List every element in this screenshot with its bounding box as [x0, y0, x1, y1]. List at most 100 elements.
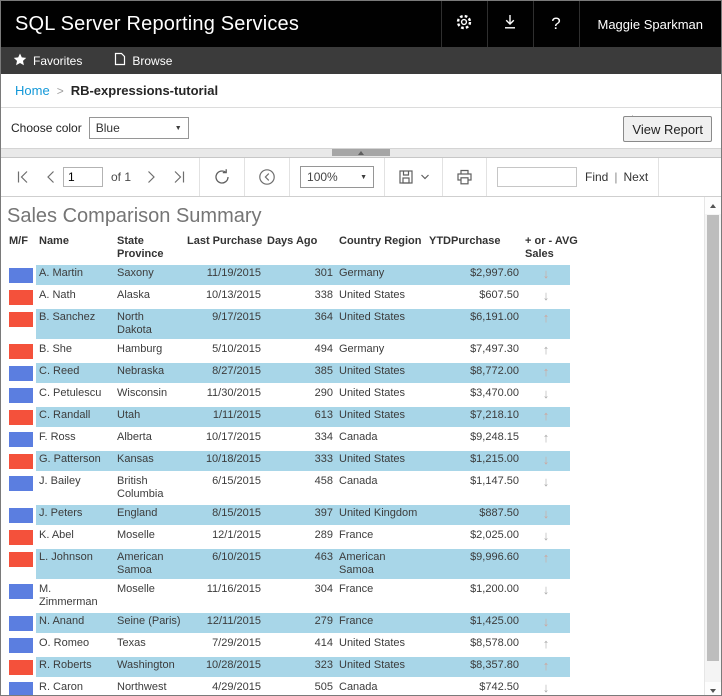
cell-days_ago: 364: [264, 308, 336, 340]
cell-days_ago: 494: [314, 343, 333, 355]
parameter-splitter: [1, 148, 721, 158]
gender-color-swatch: [9, 312, 33, 327]
cell-name: J. Bailey: [39, 475, 81, 487]
cell-mf: [6, 286, 36, 308]
gender-color-swatch: [9, 388, 33, 403]
column-header-country: Country Region: [339, 235, 422, 247]
download-button[interactable]: [486, 1, 533, 47]
cell-name: G. Patterson: [36, 450, 114, 472]
next-page-button[interactable]: [139, 158, 165, 196]
table-row: M. Zimmerman Moselle 11/16/2015 304 France $1…: [6, 580, 570, 612]
cell-days_ago: 289: [314, 529, 333, 541]
gender-color-swatch: [9, 638, 33, 653]
table-row: R. Roberts Washington 10/28/2015 323 United …: [6, 656, 570, 678]
cell-country: France: [336, 612, 426, 634]
cell-last_purchase: 12/11/2015: [184, 612, 264, 634]
chevron-down-icon: ▼: [360, 173, 368, 181]
cell-country: Canada: [339, 681, 378, 693]
download-icon: [501, 13, 519, 36]
settings-button[interactable]: [440, 1, 487, 47]
cell-avg: ↑: [522, 308, 570, 340]
find-link[interactable]: Find: [585, 170, 609, 184]
column-header-avg: + or - AVG Sales: [525, 235, 578, 260]
cell-ytd: $7,218.10: [426, 406, 522, 428]
cell-state: Washington: [114, 656, 184, 678]
trend-arrow: ↑: [542, 408, 550, 423]
cell-country: United States: [339, 387, 406, 399]
gender-color-swatch: [9, 660, 33, 675]
refresh-button[interactable]: [206, 158, 238, 196]
cell-name: O. Romeo: [39, 637, 90, 649]
cell-state: Moselle: [117, 583, 155, 595]
table-row: K. Abel Moselle 12/1/2015 289 France $2,025.0…: [6, 526, 570, 548]
view-report-button[interactable]: View Report: [623, 116, 712, 142]
table-row: F. Ross Alberta 10/17/2015 334 Canada $9,248.…: [6, 428, 570, 450]
cell-country: Canada: [339, 431, 378, 443]
table-header-row: M/F Name State Province Last Purchase Days A…: [6, 233, 578, 264]
cell-avg: ↓: [522, 504, 570, 526]
cell-last_purchase: 4/29/2015: [212, 681, 261, 693]
export-button[interactable]: [391, 158, 436, 196]
cell-days_ago: 334: [314, 431, 333, 443]
cell-ytd: $2,997.60: [426, 264, 522, 286]
gender-color-swatch: [9, 476, 33, 491]
cell-name: C. Randall: [36, 406, 114, 428]
scroll-up-button[interactable]: [705, 197, 721, 214]
trend-arrow: ↑: [542, 310, 550, 325]
previous-page-button[interactable]: [37, 158, 63, 196]
page-number-input[interactable]: [63, 167, 103, 187]
printer-icon: [457, 169, 472, 184]
favorites-label: Favorites: [33, 53, 83, 68]
breadcrumb-home-link[interactable]: Home: [15, 83, 50, 98]
breadcrumb-current: RB-expressions-tutorial: [70, 83, 219, 98]
cell-country: United States: [336, 406, 426, 428]
table-row: C. Randall Utah 1/11/2015 613 United States $…: [6, 406, 570, 428]
find-next-link[interactable]: Next: [623, 170, 649, 184]
toolbar-separator: [486, 158, 488, 196]
gender-color-swatch: [9, 552, 33, 567]
table-row: G. Patterson Kansas 10/18/2015 333 United St…: [6, 450, 570, 472]
find-input[interactable]: [497, 167, 578, 187]
help-button[interactable]: ?: [532, 1, 579, 47]
cell-last_purchase: 10/28/2015: [184, 656, 264, 678]
choose-color-select[interactable]: Blue ▼: [88, 117, 189, 139]
gender-color-swatch: [9, 268, 33, 283]
scroll-down-button[interactable]: [705, 682, 721, 695]
table-row: J. Peters England 8/15/2015 397 United Kingd…: [6, 504, 570, 526]
gender-color-swatch: [9, 508, 33, 523]
toolbar-separator: [199, 158, 201, 196]
user-menu[interactable]: Maggie Sparkman: [578, 1, 722, 47]
print-button[interactable]: [449, 158, 480, 196]
menu-item-favorites[interactable]: Favorites: [1, 47, 94, 74]
cell-days_ago: 323: [264, 656, 336, 678]
table-row: C. Petulescu Wisconsin 11/30/2015 290 United…: [6, 384, 570, 406]
vertical-scrollbar[interactable]: [704, 197, 721, 695]
cell-state: Wisconsin: [117, 387, 168, 399]
gender-color-swatch: [9, 432, 33, 447]
top-header-bar: SQL Server Reporting Services ? Ma: [1, 1, 721, 47]
help-icon: ?: [551, 14, 561, 33]
menu-item-browse[interactable]: Browse: [102, 47, 184, 74]
cell-name: A. Nath: [39, 289, 76, 301]
gear-icon: [454, 12, 474, 37]
choose-color-value: Blue: [95, 121, 120, 135]
parameter-bar: Choose color Blue ▼ View Report: [1, 107, 721, 148]
toolbar-separator: [658, 158, 660, 196]
trend-arrow: ↓: [542, 528, 550, 543]
first-page-button[interactable]: [9, 158, 37, 196]
cell-name: N. Anand: [36, 612, 114, 634]
folder-icon: [114, 52, 126, 69]
last-page-button[interactable]: [165, 158, 193, 196]
breadcrumb: Home > RB-expressions-tutorial: [1, 74, 721, 107]
back-button[interactable]: [251, 158, 283, 196]
cell-mf: [6, 450, 36, 472]
zoom-select[interactable]: 100% ▼: [300, 166, 375, 188]
cell-last_purchase: 1/11/2015: [184, 406, 264, 428]
gender-color-swatch: [9, 344, 33, 359]
cell-mf: [6, 504, 36, 526]
cell-name: R. Roberts: [36, 656, 114, 678]
table-row: N. Anand Seine (Paris) 12/11/2015 279 France…: [6, 612, 570, 634]
splitter-collapse-handle[interactable]: [332, 149, 390, 156]
scrollbar-thumb[interactable]: [707, 215, 719, 661]
cell-country: United States: [339, 289, 406, 301]
